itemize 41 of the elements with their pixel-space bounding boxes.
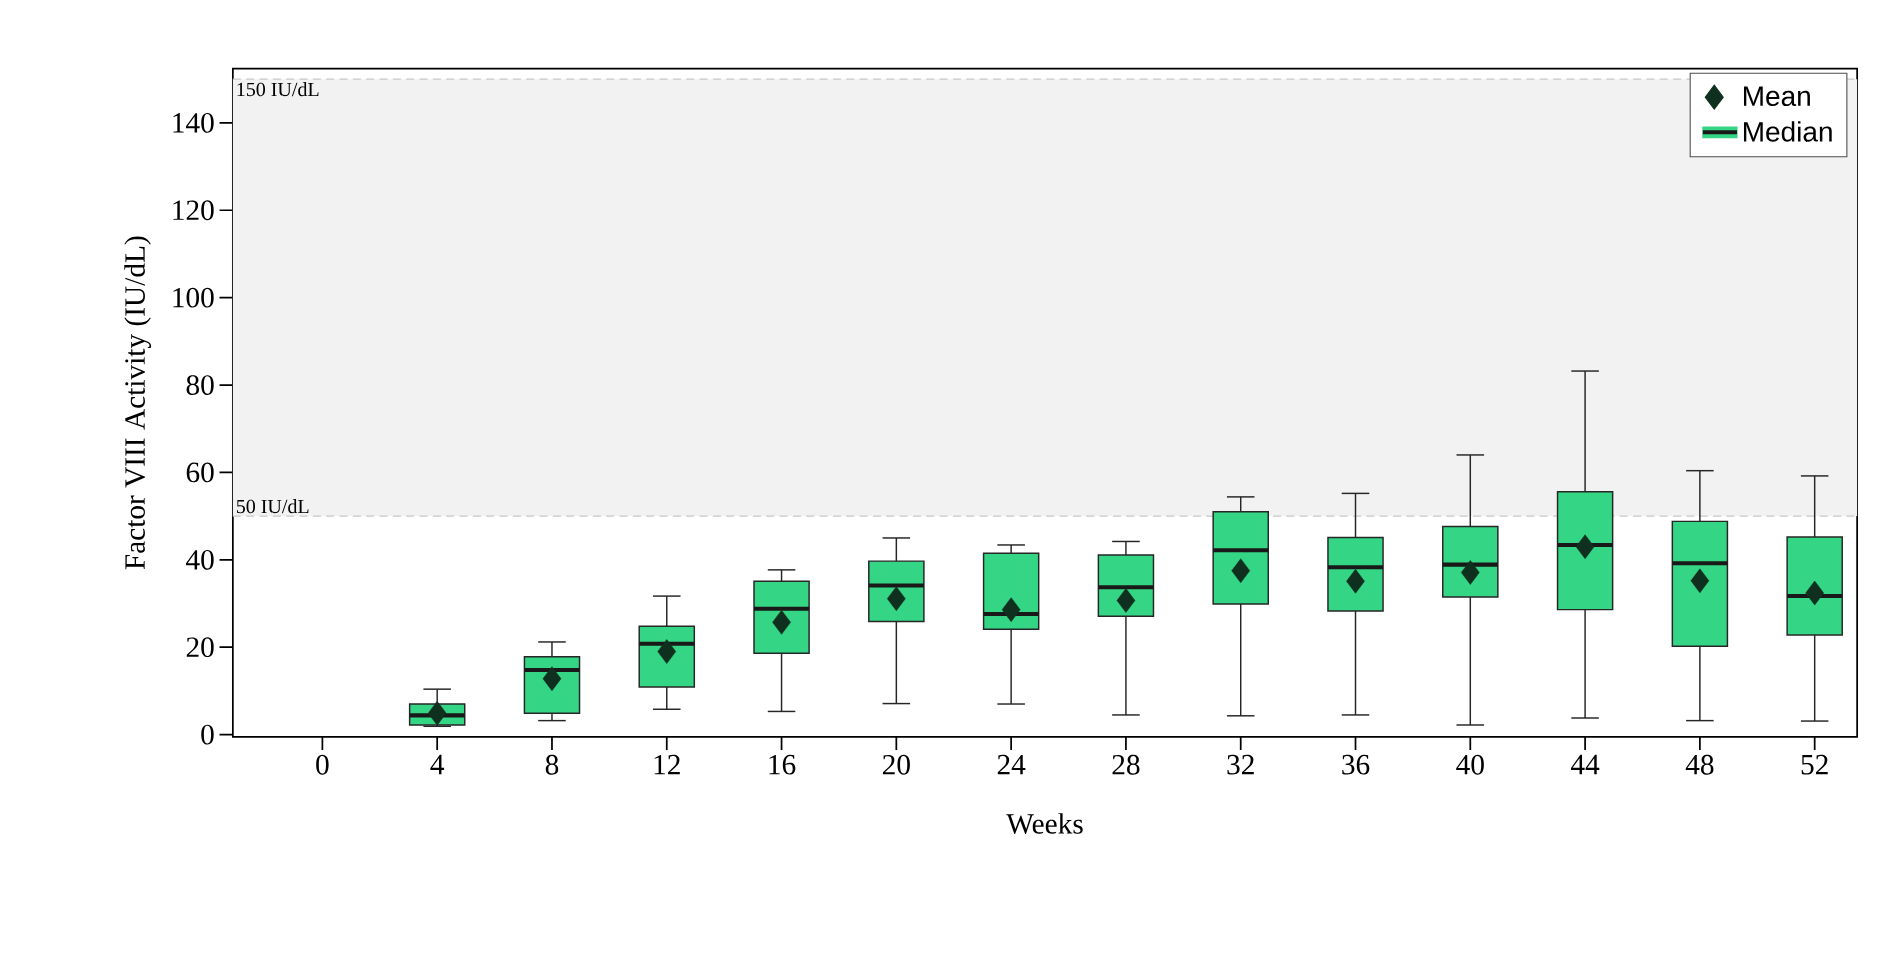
x-tick-label: 8	[545, 754, 559, 775]
x-tick-label: 4	[430, 754, 445, 775]
x-tick-label: 12	[654, 754, 680, 775]
x-tick-label: 40	[1456, 754, 1484, 775]
point	[887, 586, 906, 612]
ref-line-label: 150 IU/dL	[237, 82, 319, 97]
point	[1346, 569, 1365, 594]
point	[1805, 580, 1824, 606]
point	[657, 639, 677, 664]
x-tick-label: 44	[1570, 754, 1600, 775]
x-tick-label: 16	[769, 754, 796, 775]
x-tick-label: 32	[1227, 754, 1254, 775]
x-tick-label: 0	[316, 754, 329, 775]
point	[542, 666, 562, 692]
point	[1461, 560, 1480, 585]
point	[1116, 588, 1136, 613]
x-tick-label: 52	[1801, 754, 1828, 775]
point	[1231, 558, 1250, 584]
y-tick-label: 100	[173, 287, 214, 308]
legend-label: Median	[1743, 121, 1832, 142]
point	[1575, 534, 1595, 560]
point	[427, 701, 447, 726]
x-tick-label: 24	[997, 754, 1026, 775]
y-tick-label: 120	[173, 200, 214, 221]
point	[1001, 597, 1021, 622]
y-axis-title: Factor VIII Activity (IU/dL)	[124, 236, 151, 570]
y-tick-label: 80	[186, 375, 214, 396]
x-tick-label: 36	[1342, 754, 1370, 775]
legend-label: Mean	[1743, 86, 1810, 107]
y-tick-label: 40	[186, 549, 214, 570]
x-tick-label: 20	[882, 754, 910, 775]
point	[772, 610, 791, 635]
y-tick-label: 20	[186, 637, 214, 658]
point	[1690, 568, 1710, 594]
y-tick-label: 0	[201, 724, 214, 745]
ref-line-label: 50 IU/dL	[236, 499, 309, 514]
x-tick-label: 28	[1112, 754, 1140, 775]
y-tick-label: 140	[173, 113, 214, 133]
x-axis-title: Weeks	[1006, 813, 1083, 834]
x-tick-label: 48	[1685, 754, 1714, 775]
y-tick-label: 60	[186, 462, 214, 483]
